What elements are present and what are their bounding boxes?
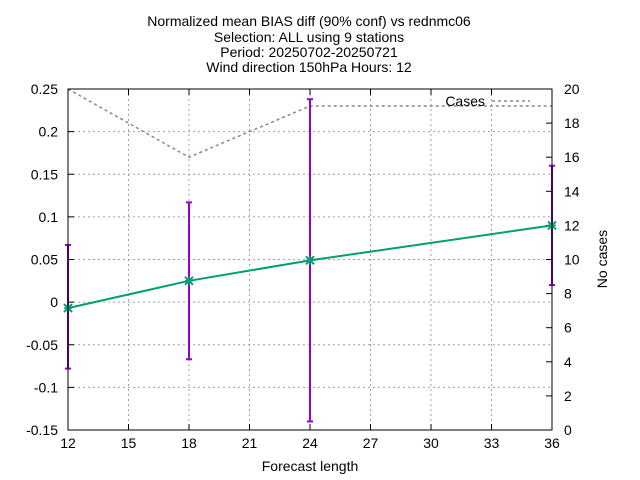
y2-tick-label: 12	[564, 217, 580, 233]
y-tick-label: 0.25	[31, 81, 58, 97]
plot-frame	[67, 88, 553, 431]
bias-point	[305, 255, 315, 266]
x-tick-label: 33	[484, 435, 500, 451]
y-tick-label: -0.15	[26, 422, 58, 438]
x-tick-label: 21	[242, 435, 258, 451]
y-tick-label: 0.15	[31, 166, 58, 182]
x-tick-label: 15	[121, 435, 137, 451]
legend: Cases	[445, 93, 530, 109]
y2-tick-label: 18	[564, 115, 580, 131]
y2-tick-label: 16	[564, 149, 580, 165]
y2-tick-label: 8	[564, 286, 572, 302]
y2-tick-label: 0	[564, 422, 572, 438]
cases-series	[67, 88, 552, 159]
y-axis-left: -0.15 -0.1 -0.05 0 0.05 0.1 0.15 0.2 0.25	[26, 81, 74, 438]
title-line-4: Wind direction 150hPa Hours: 12	[206, 59, 412, 75]
x-tick-label: 12	[60, 435, 76, 451]
y2-tick-label: 10	[564, 252, 580, 268]
x-tick-label: 30	[423, 435, 439, 451]
y2-tick-label: 14	[564, 183, 580, 199]
cases-line	[67, 88, 552, 159]
title-line-3: Period: 20250702-20250721	[220, 44, 398, 60]
title-line-1: Normalized mean BIAS diff (90% conf) vs …	[147, 13, 471, 29]
y2-tick-label: 2	[564, 388, 572, 404]
y-axis-right: 0 2 4 6 8 10 12 14 16 18 20	[546, 81, 580, 438]
x-tick-label: 27	[363, 435, 379, 451]
x-axis: 12 15 18 21 24 27 30 33 36	[60, 89, 560, 451]
y2-axis-label: No cases	[594, 230, 610, 288]
y-tick-label: -0.05	[26, 337, 58, 353]
title-line-2: Selection: ALL using 9 stations	[214, 29, 404, 45]
y-tick-label: 0.1	[39, 209, 59, 225]
x-tick-label: 36	[544, 435, 560, 451]
y2-tick-label: 4	[564, 354, 572, 370]
y-tick-label: -0.1	[34, 379, 58, 395]
bias-point	[184, 276, 194, 286]
x-axis-label: Forecast length	[262, 458, 359, 474]
legend-label-cases: Cases	[445, 93, 485, 109]
bias-line	[67, 224, 553, 310]
y-tick-label: 0.05	[31, 252, 58, 268]
bias-series	[63, 98, 557, 423]
y-tick-label: 0.2	[39, 124, 59, 140]
y2-tick-label: 20	[564, 81, 580, 97]
y-tick-label: 0	[50, 294, 58, 310]
y2-tick-label: 6	[564, 320, 572, 336]
chart-title: Normalized mean BIAS diff (90% conf) vs …	[147, 13, 471, 75]
x-tick-label: 24	[302, 435, 318, 451]
x-tick-label: 18	[181, 435, 197, 451]
